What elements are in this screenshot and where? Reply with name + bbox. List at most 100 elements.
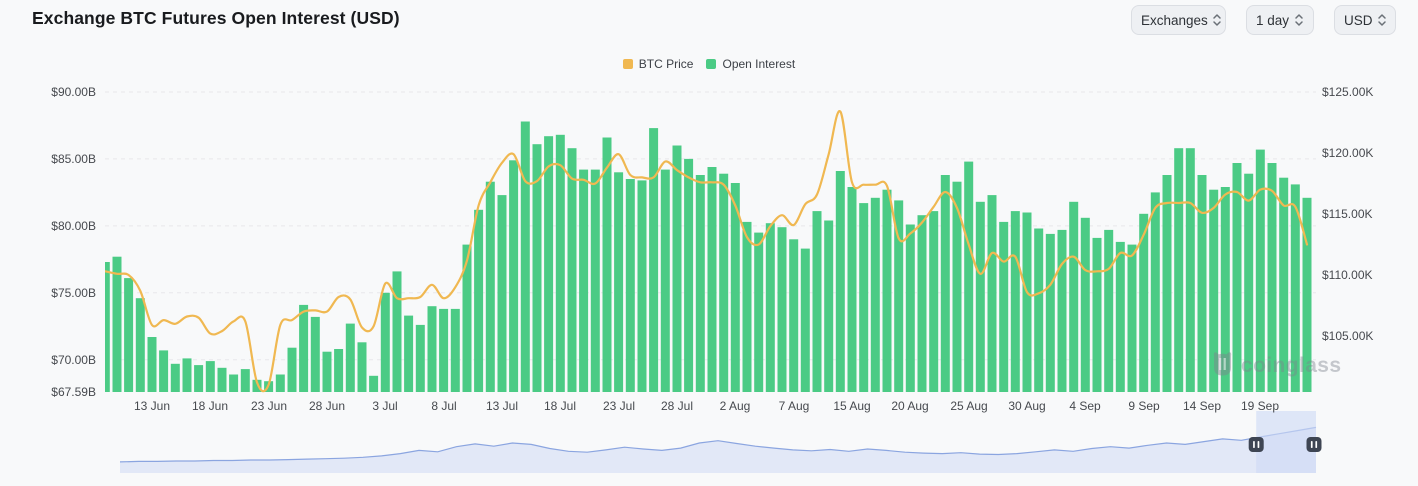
oi-bar[interactable] (1197, 175, 1207, 392)
oi-bar[interactable] (252, 379, 262, 392)
oi-bar[interactable] (229, 374, 239, 393)
oi-bar[interactable] (1150, 192, 1160, 392)
oi-bar[interactable] (987, 195, 997, 392)
oi-bar[interactable] (765, 223, 775, 392)
oi-bar[interactable] (287, 347, 297, 392)
legend-item-open-interest[interactable]: Open Interest (706, 57, 795, 71)
oi-bar[interactable] (882, 189, 892, 392)
oi-bar[interactable] (1115, 241, 1125, 392)
oi-bar[interactable] (847, 187, 857, 392)
oi-bar[interactable] (1279, 177, 1289, 392)
oi-bar[interactable] (1255, 149, 1265, 392)
oi-bar[interactable] (672, 145, 682, 393)
oi-bar[interactable] (112, 256, 122, 392)
navigator-right-handle[interactable] (1306, 437, 1322, 452)
oi-bar[interactable] (544, 136, 554, 392)
oi-bar[interactable] (240, 369, 250, 392)
oi-bar[interactable] (101, 262, 110, 392)
oi-bar[interactable] (625, 179, 635, 392)
oi-bar[interactable] (205, 361, 215, 392)
oi-bar[interactable] (450, 308, 460, 392)
oi-bar[interactable] (415, 324, 425, 392)
oi-bar[interactable] (870, 197, 880, 392)
oi-bar[interactable] (1302, 197, 1312, 392)
oi-bar[interactable] (124, 278, 134, 392)
oi-bar[interactable] (299, 304, 309, 392)
navigator-left-handle[interactable] (1248, 437, 1264, 452)
oi-bar[interactable] (439, 308, 449, 392)
oi-bar[interactable] (1185, 148, 1195, 392)
exchanges-dropdown[interactable]: Exchanges (1131, 5, 1226, 35)
oi-bar[interactable] (940, 175, 950, 392)
oi-bar[interactable] (147, 337, 157, 392)
oi-bar[interactable] (427, 306, 437, 392)
oi-bar[interactable] (555, 134, 565, 393)
oi-bar[interactable] (754, 232, 764, 392)
oi-bar[interactable] (999, 221, 1009, 392)
oi-bar[interactable] (159, 350, 169, 392)
oi-bar[interactable] (1209, 189, 1219, 392)
oi-bar[interactable] (590, 169, 600, 392)
oi-bar[interactable] (1127, 244, 1137, 392)
oi-bar[interactable] (695, 175, 705, 392)
oi-bar[interactable] (905, 224, 915, 393)
oi-bar[interactable] (789, 239, 799, 392)
oi-bar[interactable] (392, 271, 402, 392)
oi-bar[interactable] (520, 121, 530, 393)
oi-bar[interactable] (812, 211, 822, 392)
oi-bar[interactable] (1162, 175, 1172, 392)
oi-bar[interactable] (719, 173, 729, 392)
oi-bar[interactable] (567, 148, 577, 392)
oi-bar[interactable] (1045, 233, 1055, 392)
oi-bar[interactable] (1022, 212, 1032, 393)
oi-bar[interactable] (1290, 184, 1300, 392)
oi-bar[interactable] (777, 227, 787, 392)
oi-bar[interactable] (1069, 201, 1079, 392)
oi-bar[interactable] (217, 367, 227, 392)
oi-bar[interactable] (579, 169, 589, 392)
oi-bar[interactable] (310, 316, 320, 392)
oi-bar[interactable] (532, 144, 542, 392)
oi-bar[interactable] (1057, 229, 1067, 392)
oi-bar[interactable] (1092, 237, 1102, 392)
oi-bar[interactable] (509, 160, 519, 392)
oi-bar[interactable] (1220, 187, 1230, 392)
oi-bar[interactable] (859, 203, 869, 392)
oi-bar[interactable] (1010, 211, 1020, 392)
oi-bar[interactable] (380, 292, 390, 392)
oi-bar[interactable] (345, 323, 355, 392)
interval-dropdown[interactable]: 1 day (1246, 5, 1314, 35)
oi-bar[interactable] (649, 128, 659, 392)
oi-bar[interactable] (824, 220, 834, 393)
oi-bar[interactable] (474, 209, 484, 392)
oi-bar[interactable] (952, 181, 962, 392)
oi-bar[interactable] (1080, 217, 1090, 392)
oi-bar[interactable] (1244, 173, 1254, 392)
oi-bar[interactable] (637, 180, 647, 392)
oi-bar[interactable] (1034, 228, 1044, 393)
oi-bar[interactable] (684, 158, 694, 392)
oi-bar[interactable] (497, 195, 507, 392)
oi-bar[interactable] (275, 374, 285, 393)
oi-bar[interactable] (194, 365, 204, 392)
oi-bar[interactable] (894, 200, 904, 392)
oi-bar[interactable] (964, 161, 974, 392)
oi-bar[interactable] (334, 349, 344, 392)
oi-bar[interactable] (485, 181, 495, 392)
oi-bar[interactable] (170, 363, 180, 392)
oi-bar[interactable] (614, 172, 624, 392)
oi-bar[interactable] (929, 211, 939, 392)
oi-bar[interactable] (1174, 148, 1184, 392)
navigator-selection[interactable] (1256, 411, 1316, 473)
oi-bar[interactable] (404, 315, 414, 392)
legend-item-btc-price[interactable]: BTC Price (622, 57, 693, 71)
oi-bar[interactable] (1232, 163, 1242, 392)
oi-bar[interactable] (800, 248, 810, 392)
oi-bar[interactable] (835, 171, 845, 392)
oi-bar[interactable] (322, 351, 332, 392)
oi-bar[interactable] (369, 375, 379, 392)
oi-bar[interactable] (602, 137, 612, 393)
oi-bar[interactable] (707, 167, 717, 392)
oi-bar[interactable] (660, 169, 670, 392)
